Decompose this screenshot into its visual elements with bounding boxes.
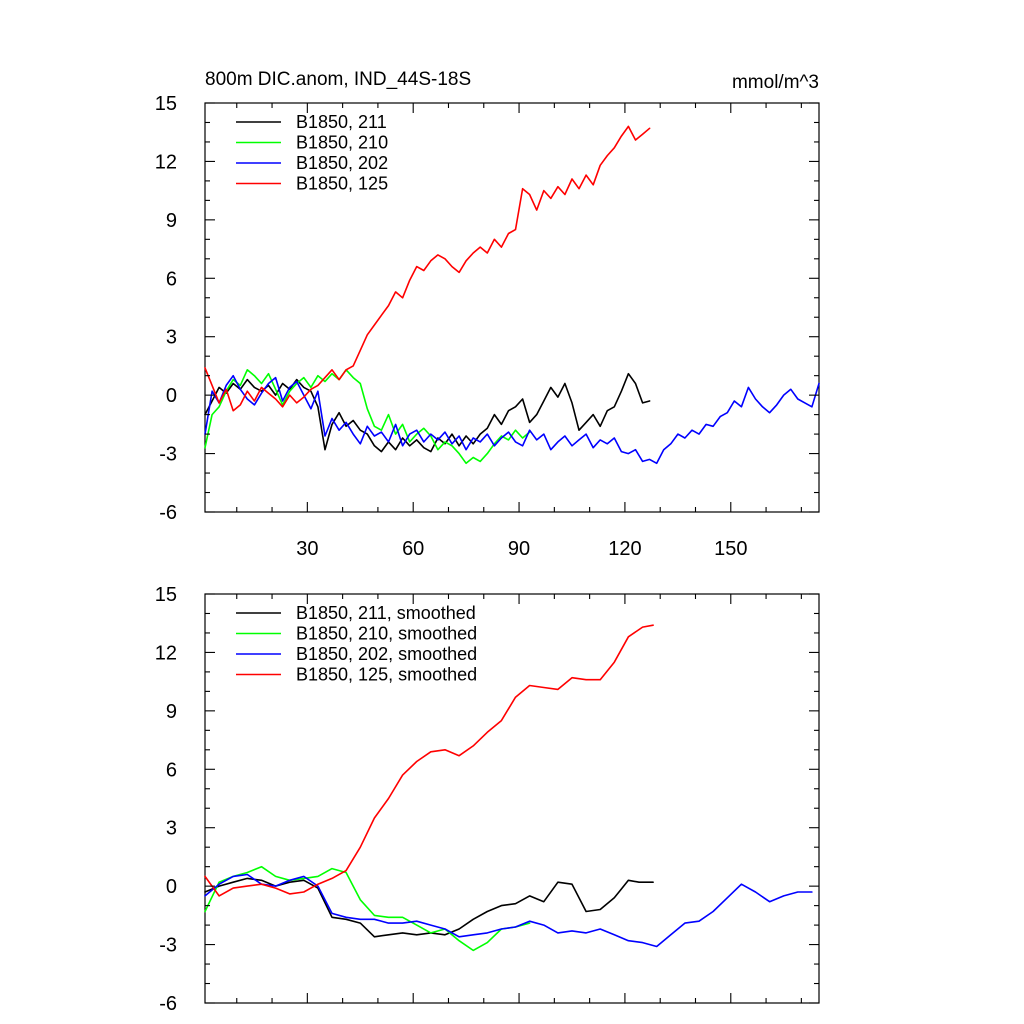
chart-title: 800m DIC.anom, IND_44S-18S — [205, 69, 471, 90]
x-tick-label: 60 — [402, 538, 424, 560]
legend-label: B1850, 125, smoothed — [296, 665, 477, 685]
y-tick-label: -3 — [159, 444, 177, 466]
series-line-2 — [204, 873, 813, 948]
units-label: mmol/m^3 — [732, 72, 819, 93]
legend-label: B1850, 211, smoothed — [296, 603, 476, 623]
legend-label: B1850, 211 — [296, 112, 387, 132]
x-tick-label: 90 — [508, 538, 530, 560]
x-tick-label: 150 — [714, 538, 747, 560]
y-tick-label: 15 — [155, 93, 177, 115]
series-line-3 — [204, 125, 651, 412]
y-tick-label: 12 — [155, 642, 177, 664]
y-tick-label: 3 — [166, 327, 177, 349]
y-tick-label: -6 — [159, 993, 177, 1015]
legend-label: B1850, 210 — [296, 133, 388, 153]
series-line-0 — [204, 372, 651, 453]
y-tick-label: 9 — [166, 210, 177, 232]
y-tick-label: 0 — [166, 385, 177, 407]
series-line-2 — [204, 374, 820, 465]
y-tick-label: 3 — [166, 818, 177, 840]
series-line-3 — [204, 624, 654, 897]
series-line-1 — [204, 368, 531, 465]
y-tick-label: 15 — [155, 584, 177, 606]
legend-label: B1850, 210, smoothed — [296, 624, 477, 644]
series-line-1 — [204, 865, 531, 952]
legend-label: B1850, 202, smoothed — [296, 644, 477, 664]
panel-raw: 800m DIC.anom, IND_44S-18S mmol/m^3 -6 -3… — [155, 69, 820, 560]
y-tick-label: 0 — [166, 876, 177, 898]
x-tick-label: 120 — [608, 538, 641, 560]
legend-label: B1850, 125 — [296, 174, 388, 194]
y-tick-label: -6 — [159, 502, 177, 524]
y-tick-label: -3 — [159, 935, 177, 957]
x-tick-label: 30 — [296, 538, 318, 560]
plot-frame — [204, 102, 820, 513]
y-tick-label: 9 — [166, 701, 177, 723]
y-tick-label: 6 — [166, 759, 177, 781]
y-tick-label: 12 — [155, 151, 177, 173]
series-line-0 — [204, 877, 654, 938]
plot-frame — [204, 593, 820, 1004]
y-tick-label: 6 — [166, 268, 177, 290]
legend-label: B1850, 202 — [296, 153, 388, 173]
